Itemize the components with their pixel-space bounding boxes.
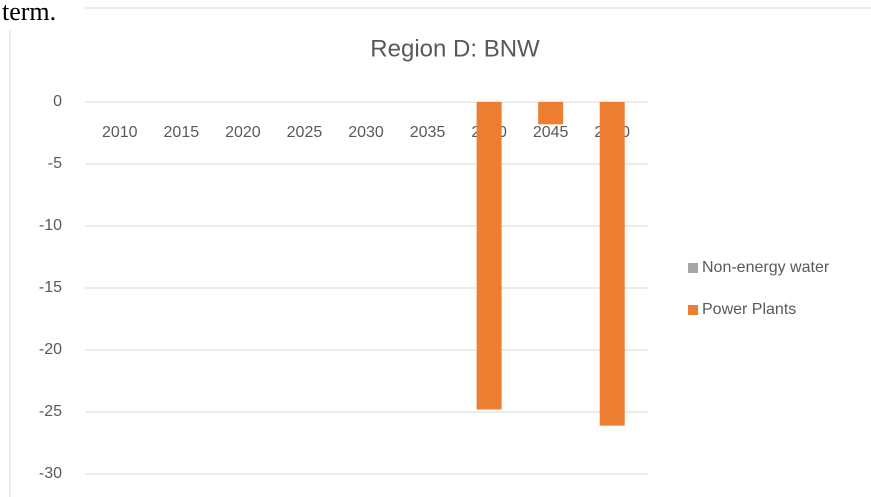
x-tick-label: 2030 bbox=[348, 124, 384, 141]
bar bbox=[599, 102, 625, 426]
x-tick-label: 2010 bbox=[102, 124, 138, 141]
y-tick-label: -15 bbox=[39, 279, 62, 296]
legend-swatch bbox=[688, 263, 698, 273]
legend-label: Power Plants bbox=[702, 301, 796, 318]
document-fragment: term. bbox=[2, 0, 56, 26]
y-tick-label: -10 bbox=[39, 217, 62, 234]
x-tick-label: 2045 bbox=[533, 124, 569, 141]
legend-label: Non-energy water bbox=[702, 259, 830, 276]
legend-swatch bbox=[688, 305, 698, 315]
y-tick-label: 0 bbox=[53, 93, 62, 110]
bar bbox=[476, 102, 502, 410]
x-tick-label: 2025 bbox=[287, 124, 323, 141]
y-tick-label: -30 bbox=[39, 465, 62, 482]
chart-title: Region D: BNW bbox=[370, 35, 540, 62]
bar bbox=[538, 102, 564, 125]
y-tick-label: -20 bbox=[39, 341, 62, 358]
x-tick-label: 2020 bbox=[225, 124, 261, 141]
y-tick-label: -25 bbox=[39, 403, 62, 420]
x-tick-label: 2035 bbox=[410, 124, 446, 141]
y-tick-label: -5 bbox=[48, 155, 62, 172]
x-tick-label: 2015 bbox=[164, 124, 200, 141]
